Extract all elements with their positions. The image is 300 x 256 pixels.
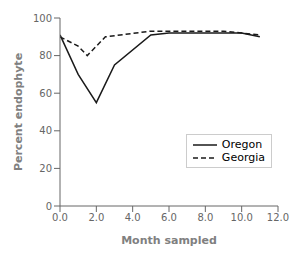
- svg-text:0: 0: [46, 201, 52, 212]
- svg-text:12.0: 12.0: [267, 212, 289, 223]
- svg-text:100: 100: [33, 13, 52, 24]
- svg-text:60: 60: [39, 88, 52, 99]
- svg-text:10.0: 10.0: [231, 212, 253, 223]
- html-text:Georgia: Georgia: [221, 151, 265, 164]
- svg-text:20: 20: [39, 163, 52, 174]
- svg-text:Percent endophyte: Percent endophyte: [12, 53, 25, 171]
- svg-text:8.0: 8.0: [197, 212, 213, 223]
- svg-text:0.0: 0.0: [52, 212, 68, 223]
- html-text:Oregon: Oregon: [221, 138, 263, 151]
- svg-text:40: 40: [39, 125, 52, 136]
- svg-text:4.0: 4.0: [125, 212, 141, 223]
- svg-text:6.0: 6.0: [161, 212, 177, 223]
- svg-text:Month sampled: Month sampled: [121, 234, 217, 247]
- svg-text:80: 80: [39, 50, 52, 61]
- svg-text:2.0: 2.0: [88, 212, 104, 223]
